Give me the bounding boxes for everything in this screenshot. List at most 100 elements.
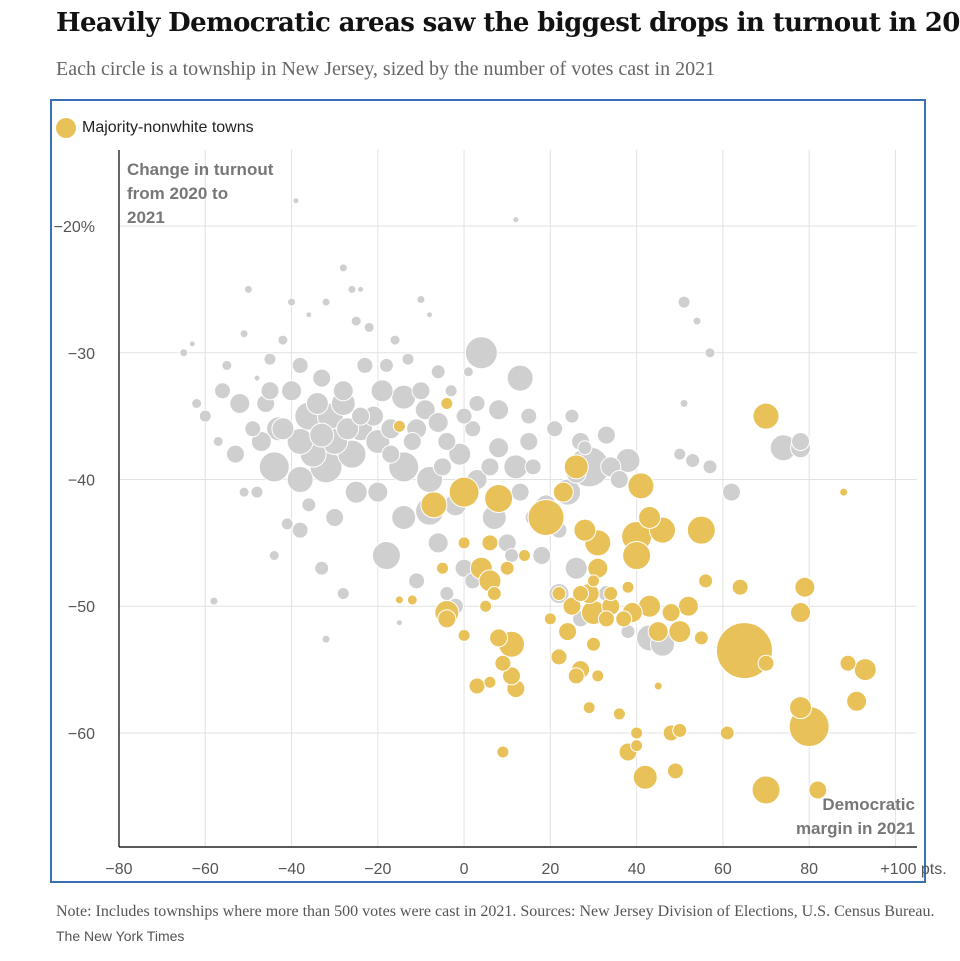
nonwhite-town-dot xyxy=(789,696,813,720)
town-dot xyxy=(408,572,426,590)
town-dot xyxy=(401,352,415,366)
town-dot xyxy=(464,420,482,438)
town-dot xyxy=(389,334,401,346)
town-dot xyxy=(350,315,362,327)
town-dot xyxy=(179,348,189,358)
town-dot xyxy=(260,381,280,401)
nonwhite-town-dot xyxy=(457,628,471,642)
nonwhite-town-dot xyxy=(597,610,615,628)
nonwhite-town-dot xyxy=(677,595,699,617)
x-axis-title: Democratic margin in 2021 xyxy=(796,795,915,838)
town-dot xyxy=(520,407,538,425)
town-dot xyxy=(250,485,264,499)
x-tick-label: 40 xyxy=(628,861,646,878)
y-tick-label: −20% xyxy=(54,219,95,236)
nonwhite-town-dot xyxy=(496,745,510,759)
chart-note: Note: Includes townships where more than… xyxy=(56,900,936,949)
nonwhite-town-dot xyxy=(808,780,828,800)
town-dot xyxy=(305,391,329,415)
town-dot xyxy=(268,550,280,562)
nonwhite-town-dot xyxy=(573,518,597,542)
legend-label: Majority-nonwhite towns xyxy=(82,119,254,136)
y-tick-label: −50 xyxy=(68,599,95,616)
town-dot xyxy=(305,311,313,319)
nonwhite-town-dot xyxy=(483,675,497,689)
nonwhite-town-dot xyxy=(420,491,448,519)
town-dot xyxy=(546,420,564,438)
nonwhite-town-dot xyxy=(653,681,663,691)
town-dot xyxy=(677,295,691,309)
town-dot xyxy=(679,398,689,408)
town-dot xyxy=(524,458,542,476)
x-tick-label: 80 xyxy=(800,861,818,878)
town-dot xyxy=(321,297,331,307)
nonwhite-town-dot xyxy=(585,636,601,652)
town-dot xyxy=(291,521,309,539)
town-dot xyxy=(347,284,357,294)
town-dot xyxy=(510,482,530,502)
town-dot xyxy=(292,197,300,205)
town-dot xyxy=(301,497,317,513)
town-dot xyxy=(188,340,196,348)
x-tick-label: −40 xyxy=(278,861,305,878)
series-nonwhite-towns xyxy=(392,396,877,805)
town-dot xyxy=(312,368,332,388)
nonwhite-town-dot xyxy=(392,419,406,433)
nonwhite-town-dot xyxy=(517,549,531,563)
town-dot xyxy=(253,374,261,382)
x-tick-label: −80 xyxy=(105,861,132,878)
town-dot xyxy=(332,380,354,402)
town-dot xyxy=(416,295,426,305)
nonwhite-town-dot xyxy=(603,586,619,602)
town-dot xyxy=(336,417,360,441)
town-dot xyxy=(488,437,510,459)
nonwhite-town-dot xyxy=(853,658,877,682)
town-dot xyxy=(370,379,394,403)
town-dot xyxy=(367,481,389,503)
town-dot xyxy=(488,399,510,421)
town-dot xyxy=(609,469,629,489)
nonwhite-town-dot xyxy=(731,578,749,596)
town-dot xyxy=(414,399,436,421)
town-dot xyxy=(468,394,486,412)
nonwhite-town-dot xyxy=(757,654,775,672)
nonwhite-town-dot xyxy=(558,622,578,642)
town-dot xyxy=(212,435,224,447)
town-dot xyxy=(225,444,245,464)
town-dot xyxy=(198,409,212,423)
town-dot xyxy=(692,316,702,326)
nonwhite-town-dot xyxy=(839,487,849,497)
nonwhite-town-dot xyxy=(661,603,681,623)
x-tick-label: 60 xyxy=(714,861,732,878)
nonwhite-town-dot xyxy=(479,599,493,613)
nonwhite-town-dot xyxy=(672,722,688,738)
town-dot xyxy=(191,397,203,409)
nonwhite-town-dot xyxy=(582,701,596,715)
nonwhite-town-dot xyxy=(627,472,655,500)
nonwhite-town-dot xyxy=(394,595,404,605)
town-dot xyxy=(277,334,289,346)
town-dot xyxy=(351,406,371,426)
nonwhite-town-dot xyxy=(751,775,781,805)
town-dot xyxy=(271,417,295,441)
nonwhite-town-dot xyxy=(666,762,684,780)
y-tick-label: −40 xyxy=(68,472,95,489)
nonwhite-town-dot xyxy=(638,506,662,530)
town-dot xyxy=(344,480,368,504)
y-tick-label: −30 xyxy=(68,346,95,363)
nonwhite-town-dot xyxy=(790,602,812,624)
nonwhite-town-dot xyxy=(486,586,502,602)
town-dot xyxy=(281,380,303,402)
town-dot xyxy=(411,381,431,401)
town-dot xyxy=(430,364,446,380)
axes: −80 −60 −40 −20 0 20 40 60 80 +100 pts. −20% −30 −40… xyxy=(54,150,947,878)
town-dot xyxy=(702,459,718,475)
nonwhite-town-dot xyxy=(481,534,499,552)
nonwhite-town-dot xyxy=(448,476,480,508)
chart-title: Heavily Democratic areas saw the biggest… xyxy=(56,8,960,38)
nonwhite-town-dot xyxy=(437,609,457,629)
nonwhite-town-dot xyxy=(719,725,735,741)
town-dot xyxy=(309,422,335,448)
x-tick-label: −20 xyxy=(364,861,391,878)
nonwhite-town-dot xyxy=(440,396,454,410)
